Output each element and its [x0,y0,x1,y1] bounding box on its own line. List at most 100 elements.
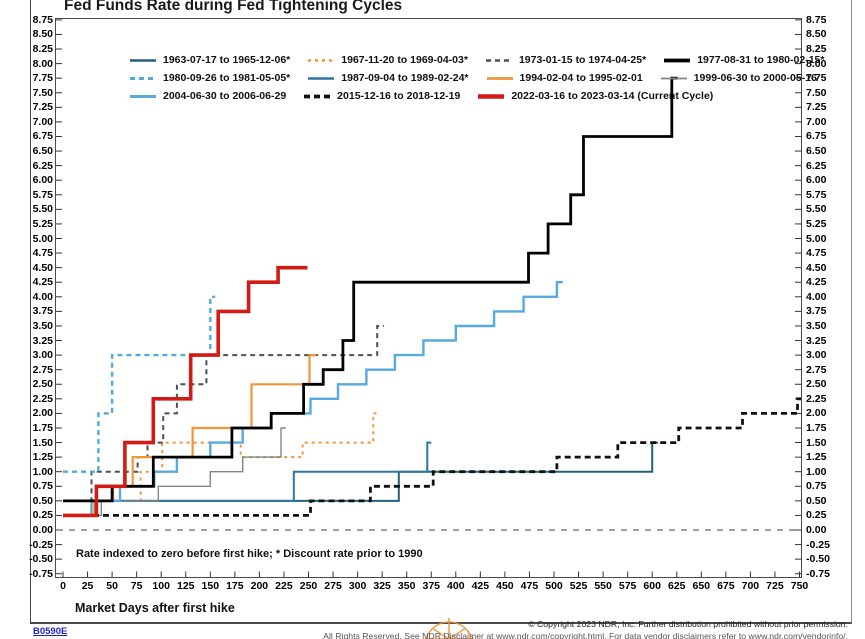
legend-row: 1963-07-17 to 1965-12-06* 1967-11-20 to 1… [130,51,842,69]
legend-item: 1977-08-31 to 1980-02-15* [664,54,824,66]
legend-swatch-icon [308,58,335,62]
y-tick-label: 6.00 [32,174,53,187]
plot-frame [55,18,802,578]
y-tick-label: 0.75 [32,480,53,493]
legend-item: 1994-02-04 to 1995-02-01 [486,72,643,84]
y-tick-label: 3.75 [32,305,53,318]
y-tick-label: 1.75 [32,421,53,434]
x-tick-label: 725 [766,580,784,592]
y-tick-label: 8.50 [806,28,827,41]
y-tick-label: 5.75 [32,188,53,201]
legend-swatch-icon [478,93,505,99]
x-tick-label: 600 [643,580,661,592]
y-tick-label: 6.00 [806,174,827,187]
y-tick-label: 2.00 [32,407,53,420]
series-line-2022 [63,265,308,518]
copyright-text: © Copyright 2023 NDR, Inc. Further distr… [528,619,848,629]
y-tick-label: 1.00 [806,465,827,478]
y-tick-label: 7.00 [806,115,827,128]
y-tick-label: 8.00 [806,57,827,70]
y-tick-label: 0.00 [32,524,53,536]
legend-item: 1999-06-30 to 2000-05-16 [660,72,817,84]
x-tick-label: 325 [373,580,391,592]
x-tick-label: 50 [106,580,118,592]
x-tick-label: 200 [250,580,269,592]
y-tick-label: 7.75 [32,72,53,85]
x-tick-label: 175 [226,580,244,592]
y-tick-label: 8.75 [806,13,827,26]
series-line-2004 [63,281,563,517]
legend-swatch-icon [660,77,687,79]
y-tick-label: 1.25 [32,451,53,464]
x-tick-label: 400 [447,580,465,592]
x-tick-label: 275 [324,580,342,592]
y-tick-label: -0.25 [29,538,53,551]
y-tick-label: 0.25 [32,509,53,522]
legend-row: 1980-09-26 to 1981-05-05* 1987-09-04 to 1… [130,69,842,87]
chart-title: Fed Funds Rate during Fed Tightening Cyc… [64,0,403,14]
y-tick-label: 0.50 [32,494,53,507]
y-tick-label: 7.50 [806,86,827,99]
y-tick-label: 7.75 [806,72,827,85]
y-tick-label: 7.25 [32,101,53,114]
y-tick-label: 2.75 [32,363,53,376]
legend-swatch-icon [308,76,335,80]
x-tick-label: 0 [60,580,66,592]
legend-row: 2004-06-30 to 2006-06-29 2015-12-16 to 20… [130,87,842,105]
y-tick-label: 0.25 [806,509,827,522]
y-tick-label: 7.00 [32,115,53,128]
series-line-1999 [63,427,286,517]
y-tick-label: 4.50 [32,261,53,274]
chart-code-link[interactable]: B0590E [33,626,68,637]
y-tick-label: 3.50 [32,319,53,332]
x-tick-label: 75 [130,580,143,592]
y-tick-label: 4.75 [806,247,827,260]
legend-label: 2004-06-30 to 2006-06-29 [163,90,287,102]
legend-label: 2015-12-16 to 2018-12-19 [337,90,461,102]
legend-item: 1963-07-17 to 1965-12-06* [130,54,290,66]
y-tick-label: 4.00 [32,290,53,303]
y-tick-label: 2.50 [806,378,827,391]
legend-item: 1980-09-26 to 1981-05-05* [130,72,290,84]
x-tick-label: 375 [422,580,441,592]
y-tick-label: 2.75 [806,363,827,376]
legend-label: 2022-03-16 to 2023-03-14 (Current Cycle) [511,90,714,102]
legend-label: 1999-06-30 to 2000-05-16 [693,72,817,84]
x-tick-label: 150 [201,580,220,592]
x-tick-label: 750 [790,580,809,592]
x-tick-label: 675 [717,580,735,592]
x-tick-label: 475 [520,580,539,592]
y-tick-label: 3.25 [806,334,827,347]
y-tick-label: 7.50 [32,86,53,99]
y-tick-label: 7.25 [806,101,827,114]
x-tick-label: 350 [397,580,416,592]
y-tick-label: 3.50 [806,319,827,332]
x-tick-label: 125 [176,580,195,592]
y-tick-label: 3.00 [806,349,827,362]
y-tick-label: 0.50 [806,494,827,507]
y-tick-label: 5.50 [806,203,827,216]
legend-label: 1977-08-31 to 1980-02-15* [697,54,825,66]
legend-item: 2015-12-16 to 2018-12-19 [304,90,460,102]
y-tick-label: 2.50 [32,378,53,391]
series-line-1980 [63,295,216,473]
y-tick-label: 6.75 [806,130,827,143]
y-tick-label: 1.75 [806,421,827,434]
y-tick-label: 8.50 [32,28,53,41]
x-tick-label: 100 [152,580,170,592]
y-tick-label: 1.00 [32,465,53,478]
y-tick-label: 6.75 [32,130,53,143]
legend-swatch-icon [664,58,691,62]
y-tick-label: 6.25 [806,159,827,172]
y-tick-label: 5.25 [806,217,827,230]
x-tick-label: 575 [618,580,637,592]
legend-label: 1973-01-15 to 1974-04-25* [518,54,647,66]
legend-swatch-icon [130,58,156,62]
legend-label: 1987-09-04 to 1989-02-24* [341,72,469,84]
y-tick-label: 4.25 [806,276,827,289]
y-tick-label: 8.25 [32,43,53,56]
y-tick-label: -0.75 [806,567,830,580]
y-tick-label: -0.75 [29,567,53,580]
y-tick-label: -0.50 [29,553,53,566]
y-tick-label: 5.25 [32,217,53,230]
